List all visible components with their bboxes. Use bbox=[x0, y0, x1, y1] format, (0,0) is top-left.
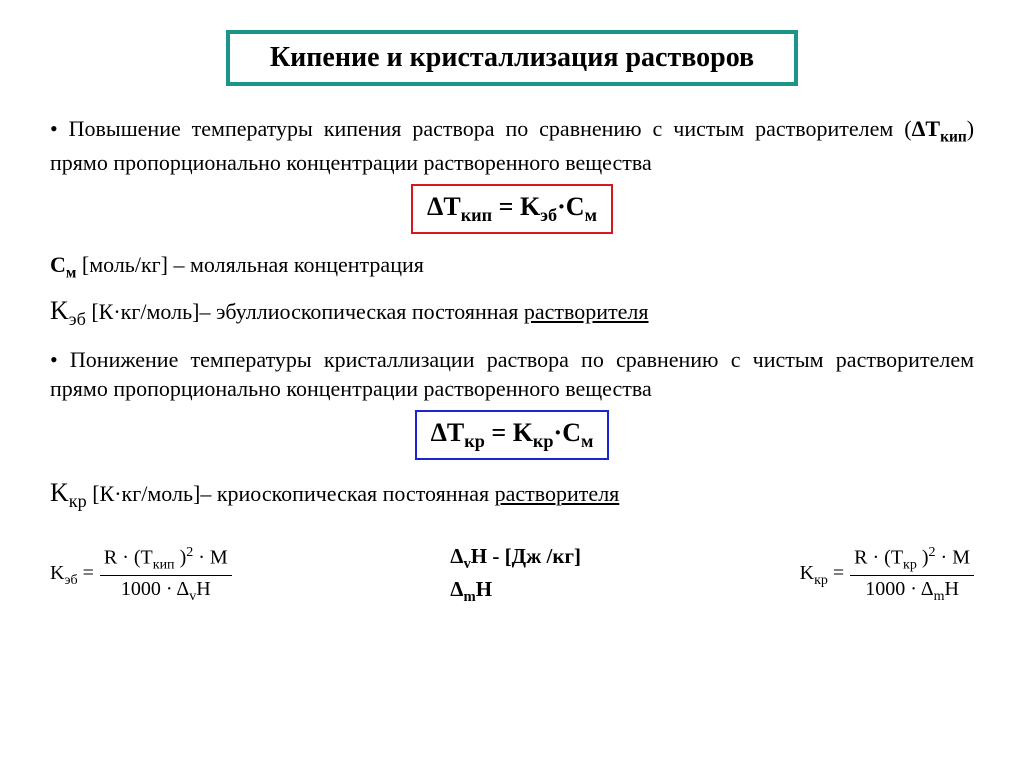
kkr-den-sub: m bbox=[934, 589, 945, 604]
para2-text: Понижение температуры кристаллизации рас… bbox=[50, 347, 974, 402]
keb-label: K bbox=[50, 562, 64, 584]
keb-num-a: R · (T bbox=[104, 547, 153, 569]
f2-eq: = K bbox=[485, 418, 533, 447]
title-box: Кипение и кристаллизация растворов bbox=[226, 30, 798, 86]
formula-kkr-fraction: Kкр = R · (Tкр )2 · M 1000 · ΔmH bbox=[800, 545, 974, 604]
def-kkr-a: K bbox=[50, 478, 69, 507]
f2-lhs: ΔT bbox=[431, 418, 465, 447]
keb-den-a: 1000 · Δ bbox=[121, 578, 189, 600]
def-keb-u: растворителя bbox=[524, 299, 649, 324]
f1-eq: = K bbox=[492, 192, 540, 221]
def-cm-a: С bbox=[50, 252, 66, 277]
kkr-num-sub: кр bbox=[903, 558, 917, 573]
kkr-eq: = bbox=[828, 562, 844, 584]
f1-lhs-sub: кип bbox=[461, 205, 492, 225]
f2-dot: ·C bbox=[554, 418, 581, 447]
para1-a: Повышение температуры кипения раствора п… bbox=[69, 116, 912, 141]
formula-boiling: ΔTкип = Kэб·Cм bbox=[411, 184, 613, 234]
para1-sym: ΔT bbox=[912, 116, 940, 141]
formula-cryst: ΔTкр = Kкр·Cм bbox=[415, 410, 610, 460]
def-kkr-sub: кр bbox=[69, 491, 87, 511]
def-kkr: Kкр [К·кг/моль]– криоскопическая постоян… bbox=[50, 478, 974, 512]
n1b: H - [Дж /кг] bbox=[471, 544, 581, 568]
n2a: Δ bbox=[450, 577, 463, 601]
keb-num-b: ) bbox=[175, 547, 187, 569]
page-title: Кипение и кристаллизация растворов bbox=[270, 42, 754, 73]
def-keb-b: [К·кг/моль]– эбуллиоскопическая постоянн… bbox=[86, 299, 524, 324]
kkr-num-a: R · (T bbox=[854, 547, 903, 569]
para-boiling: Повышение температуры кипения раствора п… bbox=[50, 114, 974, 178]
f1-csub: м bbox=[585, 205, 597, 225]
n1sub: v bbox=[463, 557, 470, 573]
def-cm: См [моль/кг] – моляльная концентрация bbox=[50, 252, 974, 282]
n2sub: m bbox=[463, 589, 475, 605]
f1-lhs: ΔT bbox=[427, 192, 461, 221]
keb-eq: = bbox=[78, 562, 94, 584]
n2b: H bbox=[476, 577, 492, 601]
kkr-num-b: ) bbox=[917, 547, 929, 569]
enthalpy-notes: ΔvH - [Дж /кг] ΔmH bbox=[450, 542, 581, 608]
n1a: Δ bbox=[450, 544, 463, 568]
kkr-num-sup: 2 bbox=[929, 545, 936, 560]
f2-lhs-sub: кр bbox=[464, 431, 485, 451]
f1-ksub: эб bbox=[540, 205, 557, 225]
para1-sub: кип bbox=[940, 128, 967, 145]
def-kkr-b: [К·кг/моль]– криоскопическая постоянная bbox=[87, 481, 495, 506]
def-keb-sub: эб bbox=[69, 310, 86, 330]
kkr-label-sub: кр bbox=[814, 573, 828, 588]
def-cm-b: [моль/кг] – моляльная концентрация bbox=[76, 252, 424, 277]
f2-csub: м bbox=[581, 431, 593, 451]
formula-keb-fraction: Kэб = R · (Tкип )2 · M 1000 · ΔvH bbox=[50, 545, 232, 604]
kkr-den-a: 1000 · Δ bbox=[865, 578, 933, 600]
bottom-formulas: Kэб = R · (Tкип )2 · M 1000 · ΔvH ΔvH - … bbox=[50, 542, 974, 608]
keb-num-sub: кип bbox=[153, 558, 175, 573]
def-keb-a: K bbox=[50, 296, 69, 325]
kkr-den-b: H bbox=[945, 578, 959, 600]
f1-dot: ·C bbox=[557, 192, 584, 221]
para-cryst: Понижение температуры кристаллизации рас… bbox=[50, 345, 974, 404]
f2-ksub: кр bbox=[533, 431, 554, 451]
keb-label-sub: эб bbox=[64, 573, 77, 588]
keb-den-b: H bbox=[196, 578, 210, 600]
keb-num-c: · M bbox=[193, 547, 227, 569]
def-cm-sub: м bbox=[66, 264, 76, 281]
def-kkr-u: растворителя bbox=[495, 481, 620, 506]
kkr-num-c: · M bbox=[936, 547, 970, 569]
def-keb: Kэб [К·кг/моль]– эбуллиоскопическая пост… bbox=[50, 296, 974, 330]
kkr-label: K bbox=[800, 562, 814, 584]
